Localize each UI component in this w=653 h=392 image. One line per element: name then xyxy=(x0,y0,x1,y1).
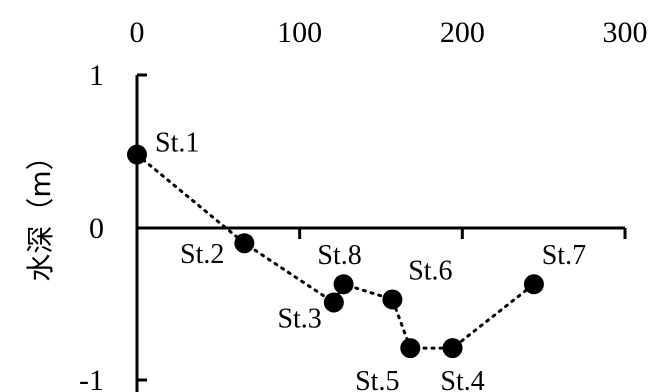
point-label: St.7 xyxy=(542,240,586,271)
point-label: St.6 xyxy=(408,255,452,286)
point-label: St.8 xyxy=(317,240,361,271)
x-tick-labels: 0 100 200 300 xyxy=(130,16,648,49)
x-tick-label: 200 xyxy=(440,16,485,49)
y-tick-label: 1 xyxy=(89,59,104,92)
axes xyxy=(135,73,627,392)
point-label: St.1 xyxy=(155,128,199,159)
data-point xyxy=(400,338,421,359)
y-axis-label: 水深（m） xyxy=(24,142,57,281)
data-point xyxy=(523,274,544,295)
x-tick-label: 300 xyxy=(603,16,648,49)
data-point xyxy=(234,233,255,254)
data-point xyxy=(333,274,354,295)
point-label: St.5 xyxy=(355,366,399,392)
data-point xyxy=(382,289,403,310)
x-tick-label: 100 xyxy=(277,16,322,49)
y-tick-label: 0 xyxy=(89,212,104,245)
x-tick-label: 0 xyxy=(130,16,145,49)
point-labels: St.1 St.2 St.3 St.8 St.6 St.5 St.4 St.7 xyxy=(155,128,586,392)
data-point xyxy=(127,144,147,165)
data-points xyxy=(127,144,544,359)
data-point xyxy=(442,338,463,359)
point-label: St.3 xyxy=(277,303,321,334)
y-tick-label: -1 xyxy=(79,364,104,392)
y-tick-labels: 1 0 -1 xyxy=(79,59,104,392)
point-label: St.4 xyxy=(440,366,484,392)
data-point xyxy=(323,292,344,313)
point-label: St.2 xyxy=(180,239,224,270)
